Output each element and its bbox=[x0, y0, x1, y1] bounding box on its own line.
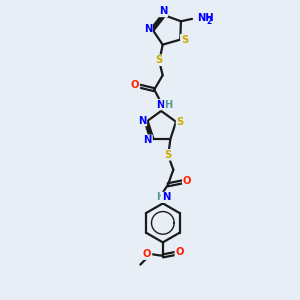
Text: H: H bbox=[156, 192, 164, 203]
Text: S: S bbox=[177, 117, 184, 127]
Text: S: S bbox=[155, 55, 163, 65]
Text: O: O bbox=[131, 80, 139, 90]
Text: S: S bbox=[181, 34, 188, 45]
Text: O: O bbox=[183, 176, 191, 186]
Text: O: O bbox=[143, 249, 152, 259]
Text: S: S bbox=[164, 150, 172, 160]
Text: N: N bbox=[138, 116, 146, 125]
Text: N: N bbox=[144, 25, 152, 34]
Text: N: N bbox=[144, 135, 152, 146]
Text: 2: 2 bbox=[207, 17, 212, 26]
Text: H: H bbox=[164, 100, 173, 110]
Text: NH: NH bbox=[197, 13, 214, 23]
Text: N: N bbox=[162, 192, 170, 203]
Text: N: N bbox=[159, 6, 167, 16]
Text: O: O bbox=[176, 247, 184, 257]
Text: N: N bbox=[156, 100, 164, 110]
